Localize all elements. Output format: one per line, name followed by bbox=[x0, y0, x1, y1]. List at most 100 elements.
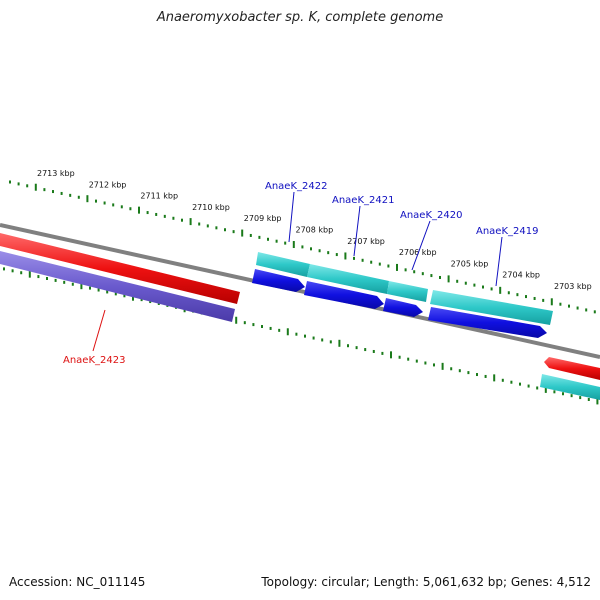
scale-minor-tick bbox=[361, 258, 364, 262]
cds-anaek-2421-arrow[interactable] bbox=[304, 281, 384, 309]
scale-minor-tick bbox=[17, 182, 20, 186]
leader-anaek-2420 bbox=[411, 220, 431, 271]
scale-minor-tick bbox=[450, 367, 453, 371]
leader-anaek-2419 bbox=[495, 236, 503, 287]
scale-minor-tick bbox=[60, 191, 63, 195]
scale-minor-tick bbox=[507, 291, 510, 295]
gene-right-edge-forward-bar[interactable] bbox=[540, 374, 600, 400]
scale-minor-tick bbox=[249, 233, 252, 237]
leader-anaek-2422 bbox=[288, 191, 295, 243]
scale-ruler-outer bbox=[9, 180, 596, 314]
scale-minor-tick bbox=[3, 267, 5, 271]
scale-major-tick bbox=[86, 195, 89, 203]
scale-minor-tick bbox=[415, 359, 418, 363]
scale-minor-tick bbox=[398, 355, 401, 359]
scale-major-tick bbox=[286, 328, 289, 336]
scale-minor-tick bbox=[163, 214, 166, 218]
scale-label: 2703 kbp bbox=[554, 282, 592, 291]
scale-minor-tick bbox=[510, 380, 513, 384]
scale-minor-tick bbox=[304, 334, 306, 338]
gene-anaek-2419-bar[interactable] bbox=[430, 290, 553, 325]
scale-minor-tick bbox=[278, 328, 281, 332]
scale-minor-tick bbox=[321, 338, 324, 342]
scale-minor-tick bbox=[95, 199, 97, 203]
scale-labels: 2713 kbp 2712 kbp 2711 kbp 2710 kbp 2709 kbp… bbox=[37, 169, 592, 291]
scale-minor-tick bbox=[381, 351, 384, 355]
gene-anaek-2422-bar[interactable] bbox=[256, 252, 310, 277]
scale-label: 2710 kbp bbox=[192, 203, 230, 212]
scale-label: 2704 kbp bbox=[502, 271, 540, 280]
gene-anaek-2423-bar[interactable] bbox=[0, 233, 240, 304]
scale-major-tick bbox=[292, 241, 295, 249]
scale-minor-tick bbox=[9, 180, 11, 184]
scale-minor-tick bbox=[378, 262, 381, 266]
scale-minor-tick bbox=[568, 304, 570, 308]
genome-backbone bbox=[0, 223, 600, 359]
scale-minor-tick bbox=[295, 332, 298, 336]
scale-minor-tick bbox=[430, 274, 433, 278]
scale-minor-tick bbox=[387, 264, 390, 268]
scale-label: 2705 kbp bbox=[451, 259, 489, 268]
cds-anaek-2420-arrow[interactable] bbox=[383, 298, 423, 317]
scale-minor-tick bbox=[43, 188, 46, 192]
label-anaek-2419[interactable]: AnaeK_2419 bbox=[476, 226, 538, 237]
gene-anaek-2420-bar[interactable] bbox=[387, 281, 428, 302]
label-anaek-2420[interactable]: AnaeK_2420 bbox=[400, 210, 462, 221]
scale-minor-tick bbox=[482, 285, 484, 289]
scale-major-tick bbox=[396, 263, 398, 271]
leader-anaek-2421 bbox=[353, 205, 361, 257]
scale-minor-tick bbox=[587, 397, 590, 401]
cds-anaek-2423-bar[interactable] bbox=[0, 251, 235, 322]
scale-minor-tick bbox=[364, 348, 367, 352]
scale-minor-tick bbox=[372, 349, 375, 353]
scale-minor-tick bbox=[252, 323, 255, 327]
scale-minor-tick bbox=[52, 190, 54, 194]
scale-label: 2713 kbp bbox=[37, 169, 75, 178]
scale-minor-tick bbox=[355, 346, 358, 350]
scale-minor-tick bbox=[258, 235, 261, 239]
scale-minor-tick bbox=[527, 384, 530, 388]
scale-minor-tick bbox=[439, 275, 441, 279]
cds-anaek-2422-arrow[interactable] bbox=[252, 269, 305, 292]
scale-major-tick bbox=[338, 339, 341, 347]
scale-minor-tick bbox=[312, 336, 315, 340]
gene-right-edge-bar[interactable] bbox=[544, 357, 600, 380]
scale-minor-tick bbox=[146, 211, 149, 215]
scale-minor-tick bbox=[140, 298, 143, 302]
scale-minor-tick bbox=[501, 378, 504, 382]
scale-major-tick bbox=[499, 286, 502, 294]
scale-minor-tick bbox=[562, 392, 564, 396]
scale-minor-tick bbox=[536, 386, 539, 390]
label-anaek-2423[interactable]: AnaeK_2423 bbox=[63, 355, 125, 366]
scale-minor-tick bbox=[69, 193, 72, 197]
scale-minor-tick bbox=[570, 394, 573, 398]
label-anaek-2421[interactable]: AnaeK_2421 bbox=[332, 195, 394, 206]
label-anaek-2422[interactable]: AnaeK_2422 bbox=[265, 181, 327, 192]
cds-anaek-2419-arrow[interactable] bbox=[428, 307, 547, 338]
scale-minor-tick bbox=[467, 371, 470, 375]
scale-minor-tick bbox=[206, 224, 209, 228]
scale-major-tick bbox=[138, 206, 140, 214]
scale-label: 2707 kbp bbox=[347, 237, 385, 246]
scale-major-tick bbox=[34, 183, 37, 191]
scale-minor-tick bbox=[267, 237, 269, 241]
scale-minor-tick bbox=[46, 276, 48, 280]
scale-minor-tick bbox=[310, 247, 312, 251]
scale-minor-tick bbox=[198, 222, 201, 226]
scale-label: 2712 kbp bbox=[89, 180, 127, 189]
scale-major-tick bbox=[390, 351, 392, 359]
scale-minor-tick bbox=[181, 218, 183, 222]
scale-minor-tick bbox=[37, 275, 40, 279]
scale-minor-tick bbox=[11, 269, 14, 273]
scale-minor-tick bbox=[261, 325, 263, 329]
gene-anaek-2421-bar[interactable] bbox=[307, 264, 389, 294]
scale-minor-tick bbox=[404, 268, 407, 272]
scale-minor-tick bbox=[77, 195, 80, 199]
scale-minor-tick bbox=[54, 278, 57, 282]
scale-minor-tick bbox=[275, 239, 278, 243]
scale-minor-tick bbox=[519, 382, 521, 386]
leader-anaek-2423 bbox=[92, 309, 106, 352]
scale-minor-tick bbox=[490, 287, 493, 291]
